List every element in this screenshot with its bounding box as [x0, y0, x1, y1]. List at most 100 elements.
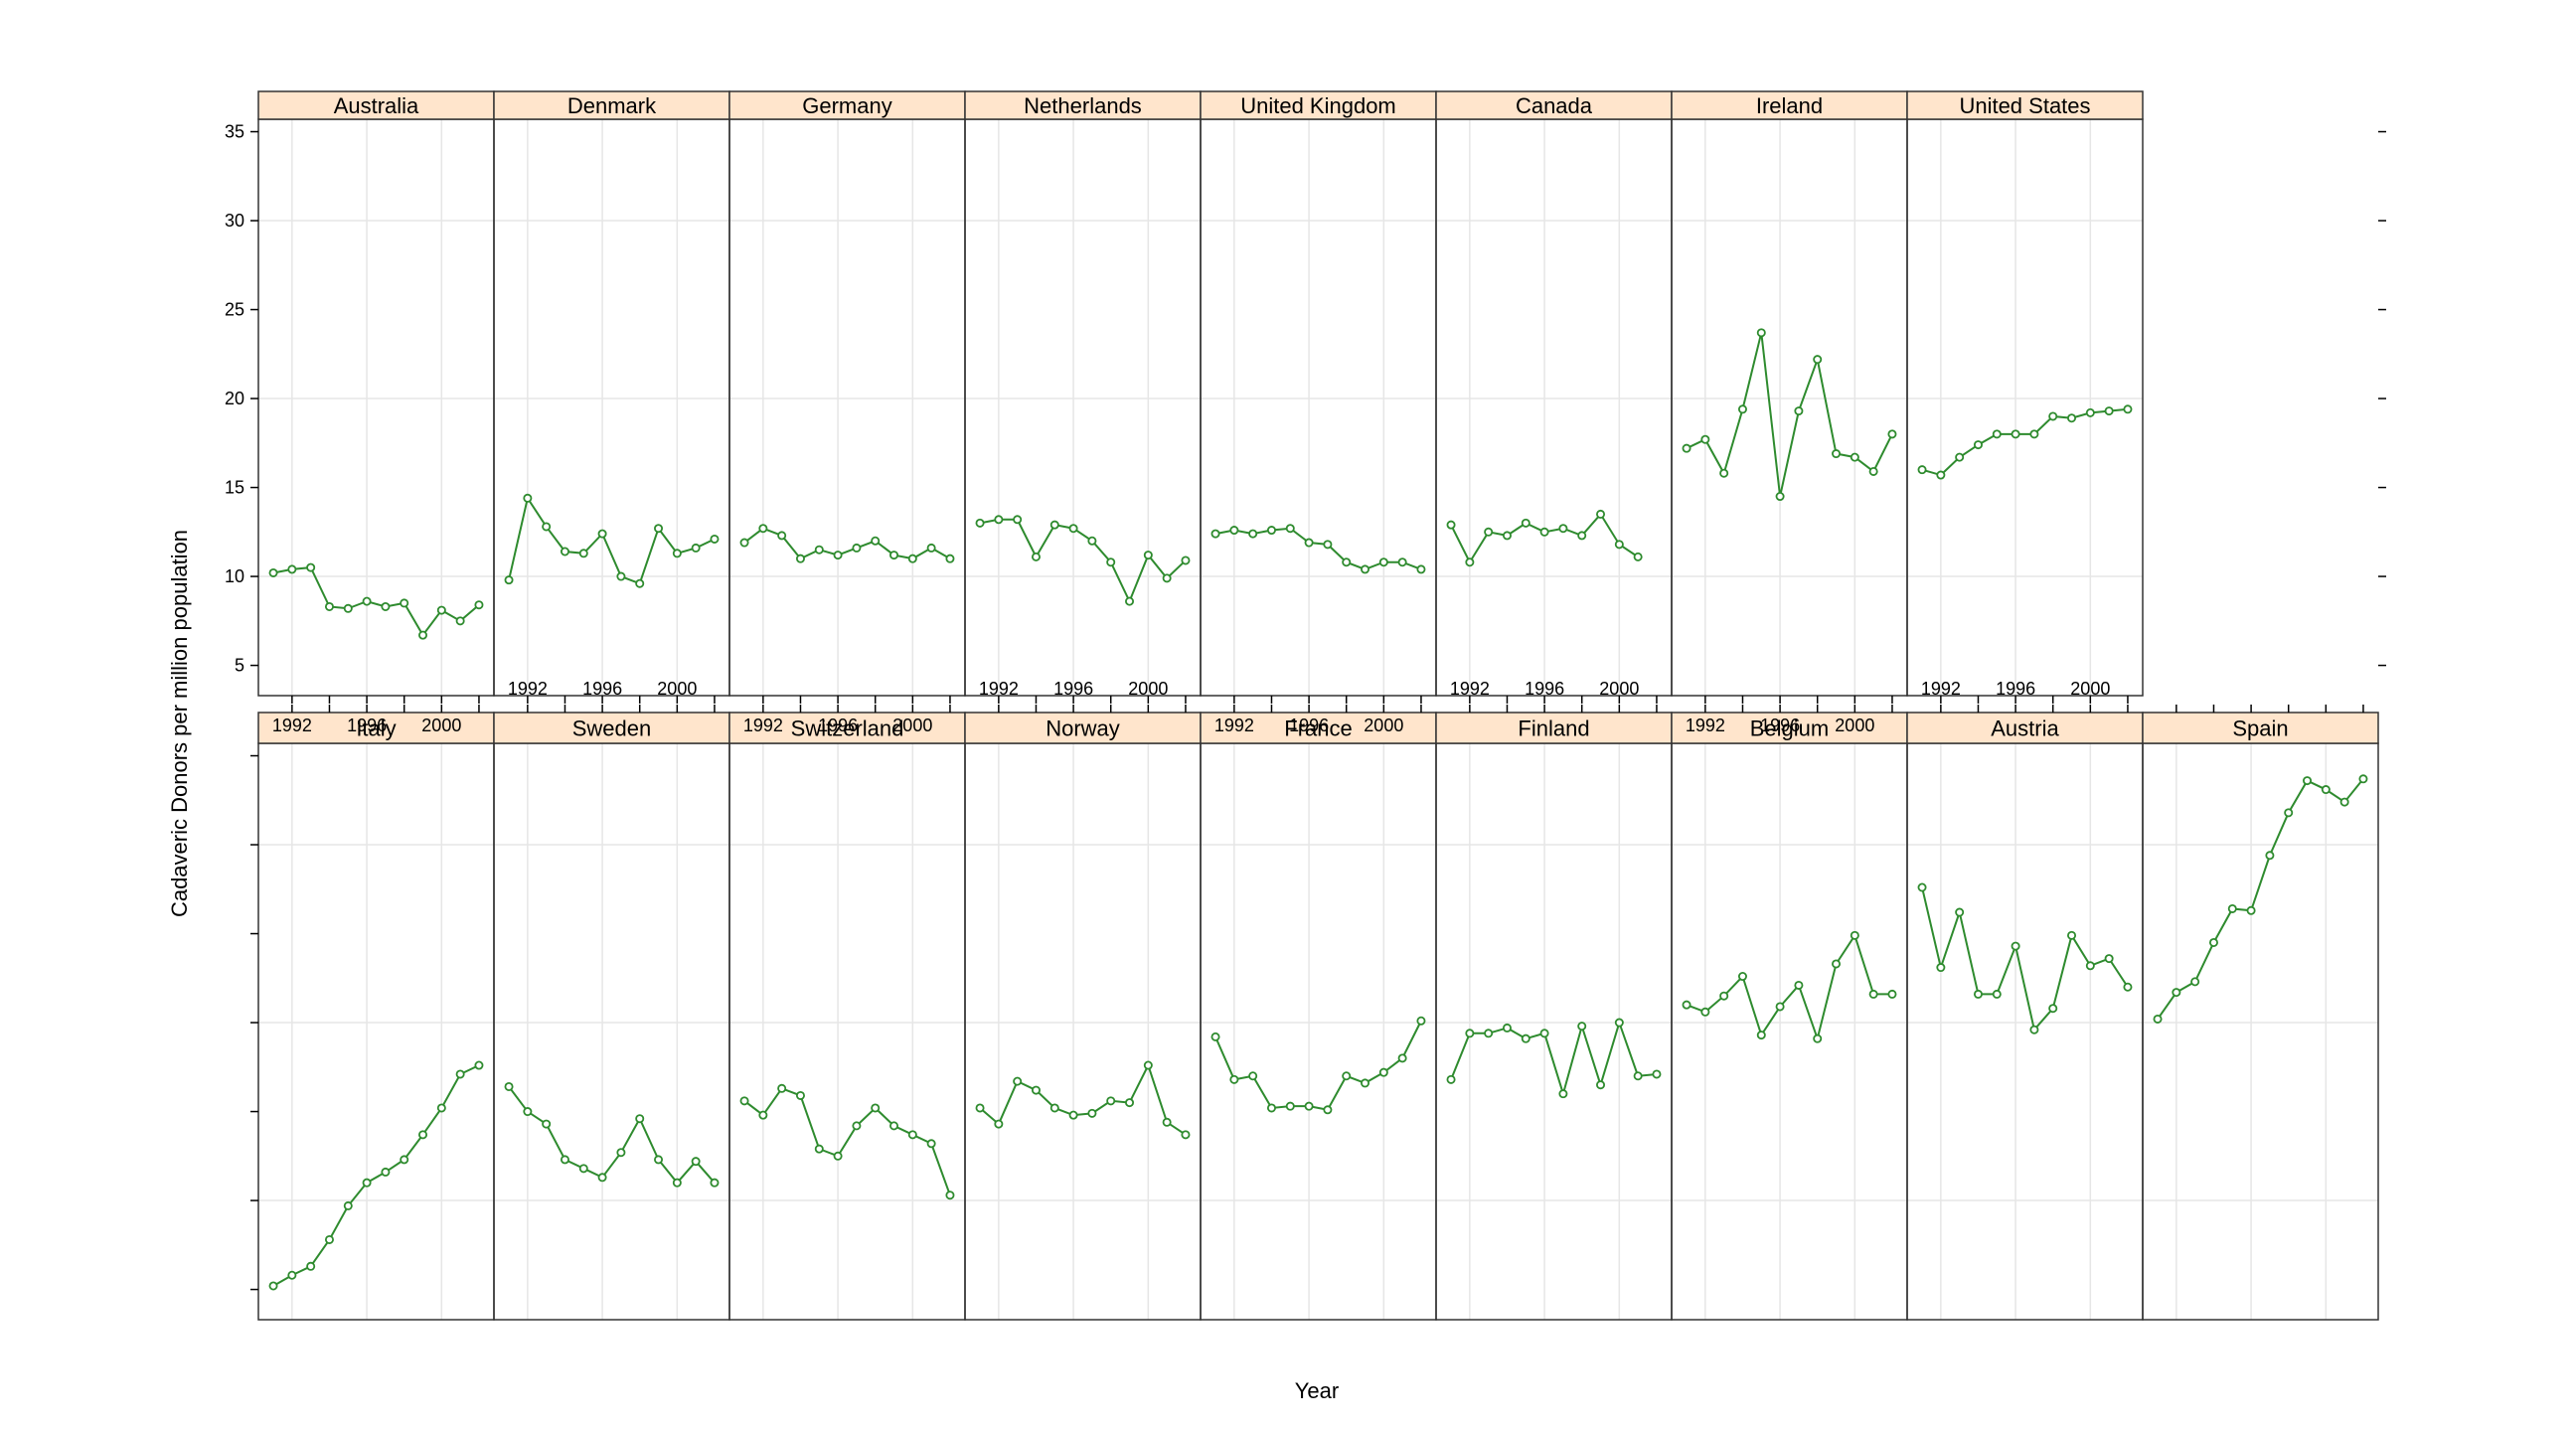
y-tick-label: 15: [225, 478, 244, 498]
strip-background: [728, 712, 966, 744]
strip-ireland: Ireland: [1671, 90, 1908, 120]
x-tick-label: 1996: [582, 679, 622, 699]
data-point: [287, 564, 297, 574]
data-point: [1633, 552, 1643, 561]
series-line-united-states: [1921, 407, 2129, 477]
x-tick-label: 1996: [1289, 716, 1329, 735]
data-point: [1596, 509, 1606, 519]
data-point: [1558, 1089, 1568, 1099]
strip-label: Canada: [1516, 93, 1593, 118]
x-axis-norway: 1992 1996 2000: [979, 679, 1187, 713]
data-point: [2123, 982, 2133, 992]
series-line-denmark: [508, 495, 716, 585]
data-point: [1181, 1130, 1191, 1140]
x-tick-label: 1996: [347, 716, 387, 735]
panel-grid-sweden: [494, 743, 729, 1320]
panel-grid-denmark: [494, 119, 729, 696]
strip-austria: Austria: [1906, 712, 2144, 744]
data-point: [1143, 1060, 1153, 1070]
data-point: [1162, 1117, 1172, 1127]
x-tick-label: 1992: [743, 716, 783, 735]
data-point: [455, 616, 465, 626]
data-point: [1361, 564, 1370, 574]
strip-background: [964, 90, 1202, 120]
data-point: [1850, 930, 1859, 940]
panel-grid-canada: [1436, 119, 1672, 696]
data-point: [758, 524, 768, 534]
strip-france: France: [1200, 712, 1437, 744]
data-point: [306, 562, 316, 572]
data-point: [597, 529, 607, 539]
data-point: [400, 598, 409, 608]
x-tick-label: 2000: [1835, 716, 1874, 735]
series-line-austria: [1921, 886, 2129, 1033]
data-point: [2085, 961, 2095, 971]
strip-finland: Finland: [1435, 712, 1673, 744]
strip-background: [257, 712, 495, 744]
panel-grid-netherlands: [965, 119, 1201, 696]
data-point: [2011, 429, 2020, 439]
data-point: [1775, 492, 1785, 502]
data-point: [1868, 466, 1878, 476]
data-point: [1125, 1098, 1135, 1108]
data-point: [1813, 1034, 1823, 1043]
data-point: [691, 1157, 701, 1167]
data-point: [578, 1164, 588, 1174]
data-point: [343, 1200, 353, 1210]
data-point: [994, 1119, 1004, 1129]
data-point: [1973, 440, 1983, 450]
x-axis-france: [1233, 705, 1422, 713]
strip-label: Australia: [334, 93, 419, 118]
strip-label: Italy: [356, 716, 396, 741]
data-point: [2029, 1025, 2039, 1034]
y-axis-row-0: [250, 754, 258, 1291]
data-point: [616, 571, 626, 581]
series-line-netherlands: [979, 518, 1187, 604]
data-point: [1682, 1000, 1691, 1010]
data-point: [1521, 1034, 1530, 1043]
data-point: [1633, 1071, 1643, 1081]
data-point: [2358, 774, 2368, 784]
data-point: [597, 1173, 607, 1183]
data-point: [2067, 413, 2077, 423]
data-point: [907, 1130, 917, 1140]
data-point: [324, 1234, 334, 1244]
strip-australia: Australia: [257, 90, 495, 120]
panel-grid-norway: [965, 743, 1201, 1320]
strip-background: [728, 90, 966, 120]
data-point: [1378, 557, 1388, 567]
y-axis-row-1: 5 10 15 20 25 30 35: [225, 122, 2386, 676]
strip-italy: Italy: [257, 712, 495, 744]
data-point: [1917, 465, 1927, 475]
strip-label: Spain: [2232, 716, 2288, 741]
strip-background: [1435, 90, 1673, 120]
data-point: [1031, 552, 1041, 561]
x-tick-label: 2000: [421, 716, 461, 735]
data-point: [1484, 1029, 1494, 1038]
strip-united-states: United States: [1906, 90, 2144, 120]
data-point: [1181, 556, 1191, 565]
panel-grid-austria: [1907, 743, 2143, 1320]
y-tick-label: 20: [225, 389, 244, 408]
panel-grid-ireland: [1672, 119, 1907, 696]
x-tick-label: 1992: [1686, 716, 1725, 735]
series-line-united-kingdom: [1214, 527, 1422, 570]
panel-grid-france: [1201, 743, 1436, 1320]
strip-background: [1435, 712, 1673, 744]
strip-background: [964, 712, 1202, 744]
data-point: [871, 536, 881, 546]
data-point: [975, 518, 985, 528]
data-point: [1737, 404, 1747, 414]
x-tick-label: 1996: [1760, 716, 1800, 735]
data-point: [474, 600, 484, 610]
strip-germany: Germany: [728, 90, 966, 120]
data-point: [1049, 520, 1059, 530]
data-point: [1850, 452, 1859, 462]
strip-label: Sweden: [572, 716, 652, 741]
axis-layer: 1992 1996 2000 1992 1996 2000 1992 1996 2000 1992…: [225, 122, 2386, 1291]
panel-frame-sweden: [493, 742, 730, 1321]
data-point: [2085, 407, 2095, 417]
data-point: [907, 554, 917, 563]
x-axis-spain: [2175, 705, 2364, 713]
panel-grid-belgium: [1672, 743, 1907, 1320]
